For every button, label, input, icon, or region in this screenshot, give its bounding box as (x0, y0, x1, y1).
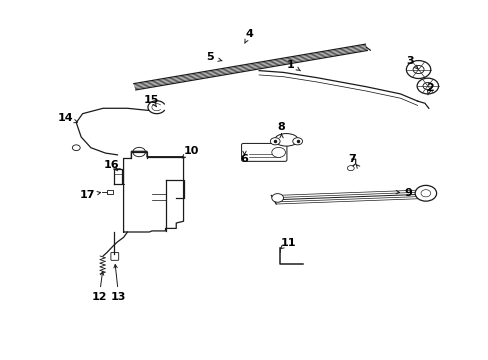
Text: 7: 7 (347, 154, 355, 164)
Text: 12: 12 (91, 292, 107, 302)
Text: 1: 1 (286, 59, 294, 69)
Text: 16: 16 (104, 160, 120, 170)
Circle shape (271, 147, 285, 157)
Circle shape (414, 185, 436, 201)
Circle shape (416, 78, 438, 94)
Ellipse shape (274, 134, 298, 146)
Text: 9: 9 (403, 188, 411, 198)
Text: 6: 6 (240, 154, 248, 164)
Circle shape (270, 138, 280, 145)
FancyBboxPatch shape (107, 190, 113, 194)
Text: 8: 8 (277, 122, 285, 132)
Circle shape (406, 60, 430, 78)
Text: 4: 4 (245, 29, 253, 39)
Text: 11: 11 (280, 238, 296, 248)
Circle shape (292, 138, 302, 145)
FancyBboxPatch shape (241, 143, 286, 161)
Circle shape (271, 194, 283, 202)
Circle shape (133, 147, 145, 157)
FancyBboxPatch shape (111, 252, 119, 260)
Circle shape (72, 145, 80, 150)
Text: 14: 14 (57, 113, 73, 123)
Text: 5: 5 (206, 52, 214, 62)
Text: 10: 10 (184, 145, 199, 156)
Circle shape (346, 166, 353, 171)
Text: 15: 15 (144, 95, 159, 105)
Text: 3: 3 (406, 56, 413, 66)
Text: 13: 13 (111, 292, 126, 302)
Text: 2: 2 (425, 83, 433, 93)
Text: 17: 17 (80, 190, 95, 201)
